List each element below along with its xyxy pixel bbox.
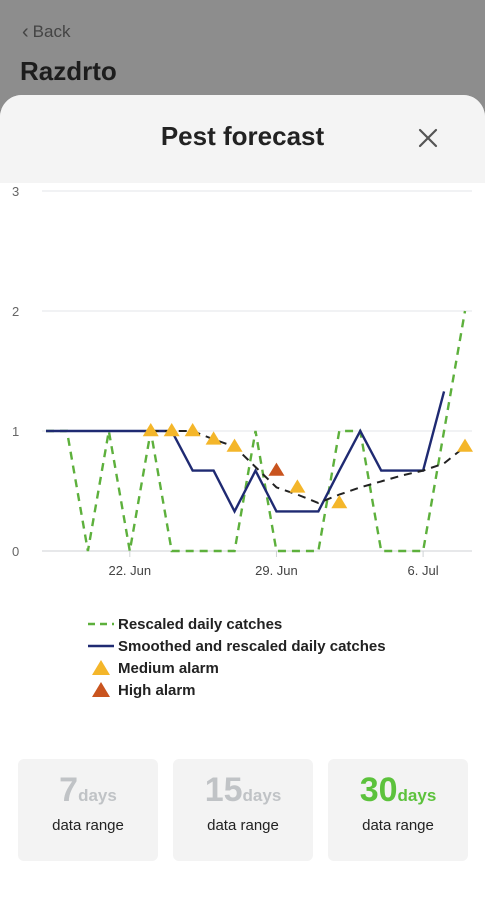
y-tick-label: 2 [12,304,19,319]
y-tick-label: 1 [12,424,19,439]
x-tick-label: 29. Jun [255,563,298,578]
range-number: 30 [359,771,398,809]
close-icon[interactable] [413,123,443,153]
medium-alarm-marker [205,431,222,445]
legend-label: Rescaled daily catches [118,615,283,633]
range-card-7-days[interactable]: 7days data range [18,759,158,861]
range-number: 15 [204,771,243,809]
y-tick-label: 3 [12,184,19,199]
legend-item: Medium alarm [88,657,386,679]
series-line-forecast [150,430,466,505]
legend-item: Smoothed and rescaled daily catches [88,635,386,657]
legend-label: Medium alarm [118,659,219,677]
high-alarm-marker [268,462,285,476]
legend-symbol [88,658,114,678]
legend-symbol [88,614,114,634]
chevron-left-icon: ‹ [22,21,29,43]
legend-symbol [88,680,114,700]
range-label: data range [52,817,124,834]
back-label: Back [32,22,71,41]
series-line-rescaled [46,310,467,553]
legend-item: High alarm [88,679,386,701]
chart-legend: Rescaled daily catches Smoothed and resca… [88,613,386,701]
legend-label: Smoothed and rescaled daily catches [118,637,386,655]
medium-alarm-marker [457,438,473,452]
back-button[interactable]: ‹ Back [22,22,70,42]
range-card-15-days[interactable]: 15days data range [173,759,313,861]
medium-alarm-marker [331,495,348,509]
sheet-title: Pest forecast [160,121,325,151]
range-selector: 7days data range 15days data range 30days dat… [18,759,468,861]
medium-alarm-marker [184,423,201,437]
legend-label: High alarm [118,681,196,699]
range-card-30-days[interactable]: 30days data range [328,759,468,861]
range-unit: days [242,786,282,805]
range-value: 30days [328,773,468,807]
range-number: 7 [59,771,79,809]
y-tick-label: 0 [12,544,19,559]
medium-alarm-marker [226,438,243,452]
app-title: Razdrto [20,56,117,86]
series-line-smoothed [46,391,446,515]
legend-symbol [88,636,114,656]
pest-forecast-sheet: Pest forecast 0 1 2 3 22. Jun 29. Jun 6. Jul R… [0,95,485,900]
range-value: 15days [173,773,313,807]
range-unit: days [78,786,117,805]
medium-alarm-marker [289,479,306,493]
range-label: data range [362,817,434,834]
forecast-chart: 0 1 2 3 22. Jun 29. Jun 6. Jul [12,184,473,578]
medium-alarm-marker [142,423,159,437]
range-unit: days [397,786,437,805]
medium-alarm-marker [163,423,180,437]
x-tick-label: 6. Jul [408,563,439,578]
background-screen: ‹ Back Razdrto [0,0,485,110]
legend-item: Rescaled daily catches [88,613,386,635]
sheet-header: Pest forecast [0,95,485,183]
range-value: 7days [18,773,158,807]
range-label: data range [207,817,279,834]
x-tick-label: 22. Jun [108,563,151,578]
